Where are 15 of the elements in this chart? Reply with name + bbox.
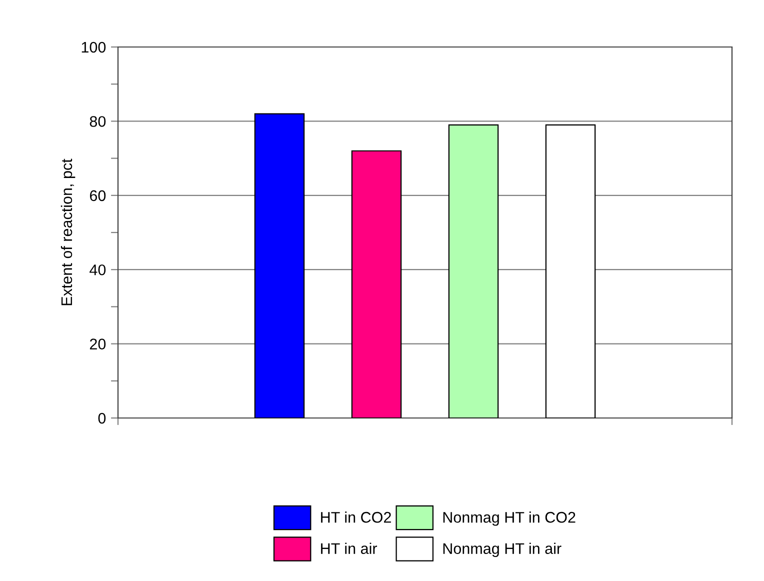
- y-tick-label: 20: [90, 338, 106, 350]
- legend-label: HT in air: [321, 542, 378, 554]
- legend-label: HT in CO2: [321, 512, 391, 523]
- y-axis-title: Extent of reaction, pct: [60, 158, 76, 306]
- y-tick-label: 100: [82, 42, 106, 53]
- y-tick-label: 80: [90, 116, 106, 127]
- legend-label: Nonmag HT in CO2: [443, 512, 576, 526]
- bar: [254, 113, 305, 418]
- bar: [448, 124, 499, 418]
- y-tick-label: 40: [90, 264, 106, 276]
- y-tick-label: 60: [90, 190, 106, 202]
- y-tick-label: 0: [98, 412, 106, 424]
- bar: [351, 150, 402, 418]
- legend-label: Nonmag HT in air: [443, 542, 562, 558]
- bar: [545, 124, 596, 418]
